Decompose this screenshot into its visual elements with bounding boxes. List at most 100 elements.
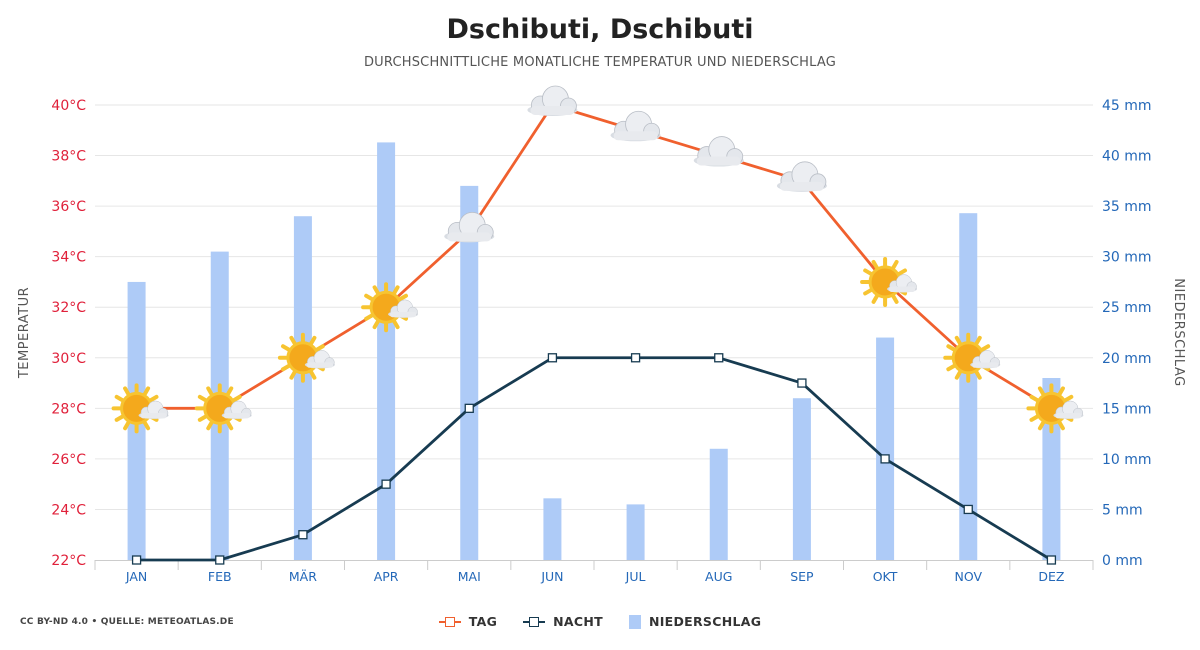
y-right-tick-label: 20 mm [1102, 351, 1152, 367]
precipitation-bar [293, 216, 312, 560]
sun-ray [372, 319, 381, 330]
sun-ray [372, 285, 381, 296]
sun-cloud-icon [361, 282, 419, 333]
y-right-tick-label: 10 mm [1102, 452, 1152, 468]
precipitation-bar [876, 337, 895, 560]
grid-lines [95, 104, 1093, 510]
y-left-tick-label: 22°C [51, 553, 86, 569]
sun-ray [974, 369, 982, 380]
x-tick-label: DEZ [1038, 569, 1064, 584]
small-cloud-icon [970, 350, 1001, 369]
sun-ray [974, 335, 982, 346]
sun-ray [231, 394, 242, 403]
small-cloud-icon [1053, 400, 1084, 419]
sun-ray [314, 344, 325, 352]
y-right-tick-label: 35 mm [1102, 199, 1152, 215]
x-tick-label: MAI [458, 569, 481, 584]
x-tick-label: FEB [208, 569, 232, 584]
sun-ray [197, 394, 208, 403]
x-tick-label: JUL [625, 569, 646, 584]
precipitation-bars [127, 142, 1061, 560]
sun-ray [1057, 386, 1065, 397]
chart-title: Dschibuti, Dschibuti [446, 14, 754, 45]
sun-ray [1037, 420, 1046, 431]
sun-ray [206, 420, 214, 431]
cloud-icon [610, 110, 661, 142]
sun-ray [308, 335, 317, 346]
y-left-tick-label: 24°C [51, 502, 86, 518]
legend-label-niederschlag: NIEDERSCHLAG [648, 614, 762, 629]
sun-ray [123, 420, 131, 431]
y-left-tick-label: 40°C [51, 98, 86, 114]
x-tick-label: JUN [540, 569, 563, 584]
legend-item-nacht[interactable]: NACHT [523, 614, 603, 629]
sun-ray [123, 386, 131, 397]
y-right-tick-label: 30 mm [1102, 250, 1152, 266]
legend-label-nacht: NACHT [553, 614, 603, 629]
sun-ray [225, 420, 234, 431]
sun-ray [148, 394, 159, 403]
sun-ray [1057, 420, 1065, 431]
sun-cloud-icon [943, 332, 1001, 383]
sun-ray [142, 386, 151, 397]
cloud-icon [776, 161, 827, 192]
data-point-nacht [464, 403, 474, 413]
data-point-nacht [797, 378, 807, 388]
sun-ray [308, 369, 317, 380]
data-point-nacht [880, 454, 890, 464]
cloud-fill [972, 362, 999, 368]
precipitation-bar [792, 398, 811, 560]
precipitation-bar [460, 185, 479, 560]
sun-ray [280, 344, 292, 352]
y-left-tick-label: 32°C [51, 300, 86, 316]
y-right-tick-label: 0 mm [1102, 553, 1143, 569]
data-point-nacht [131, 555, 142, 565]
y-left-tick-label: 30°C [51, 351, 86, 367]
y-right-tick-label: 40 mm [1102, 149, 1152, 165]
x-tick-label: AUG [705, 569, 732, 584]
data-point-nacht [963, 504, 973, 515]
y-left-tick-label: 34°C [51, 250, 86, 266]
sun-ray [114, 394, 125, 403]
small-cloud-icon [221, 400, 252, 419]
y-left-tick-label: 38°C [51, 149, 86, 165]
sun-ray [954, 369, 963, 380]
sun-ray [871, 260, 880, 271]
precipitation-bar [377, 142, 396, 560]
series-line-nacht [135, 356, 1053, 562]
cloud-icon [693, 136, 744, 167]
precipitation-bar [543, 498, 562, 560]
data-point-nacht [547, 353, 558, 363]
legend-item-tag[interactable]: TAG [438, 614, 497, 629]
sun-ray [392, 319, 400, 330]
sun-ray [364, 313, 375, 321]
small-cloud-icon [304, 350, 335, 369]
x-tick-label: MÄR [289, 569, 317, 584]
cloud-fill [447, 232, 492, 242]
cloud-fill [888, 286, 916, 292]
sun-cloud-icon [111, 383, 169, 434]
cloud-fill [1055, 412, 1082, 419]
sun-ray [392, 285, 400, 296]
sun-ray [289, 335, 297, 346]
data-point-nacht [1046, 555, 1057, 565]
sun-ray [197, 414, 208, 422]
x-tick-label: SEP [790, 569, 814, 584]
data-point-nacht [215, 555, 225, 565]
cloud-fill [140, 412, 167, 419]
x-tick-label: OKT [873, 569, 898, 584]
legend-line-nacht-icon [523, 616, 546, 628]
sun-ray [1029, 394, 1040, 403]
legend-item-niederschlag[interactable]: NIEDERSCHLAG [628, 614, 762, 629]
source-credit: CC BY-ND 4.0 • QUELLE: METEOATLAS.DE [20, 617, 234, 627]
data-point-nacht [630, 353, 641, 363]
sun-cloud-icon [1026, 383, 1084, 434]
y-left-tick-label: 26°C [51, 452, 86, 468]
sun-ray [896, 268, 908, 276]
data-point-nacht [714, 353, 724, 363]
legend-line-tag-icon [438, 616, 461, 628]
sun-cloud-icon [860, 256, 918, 307]
sun-ray [280, 363, 292, 372]
legend-bar-niederschlag-icon [628, 614, 641, 629]
small-cloud-icon [138, 400, 169, 419]
